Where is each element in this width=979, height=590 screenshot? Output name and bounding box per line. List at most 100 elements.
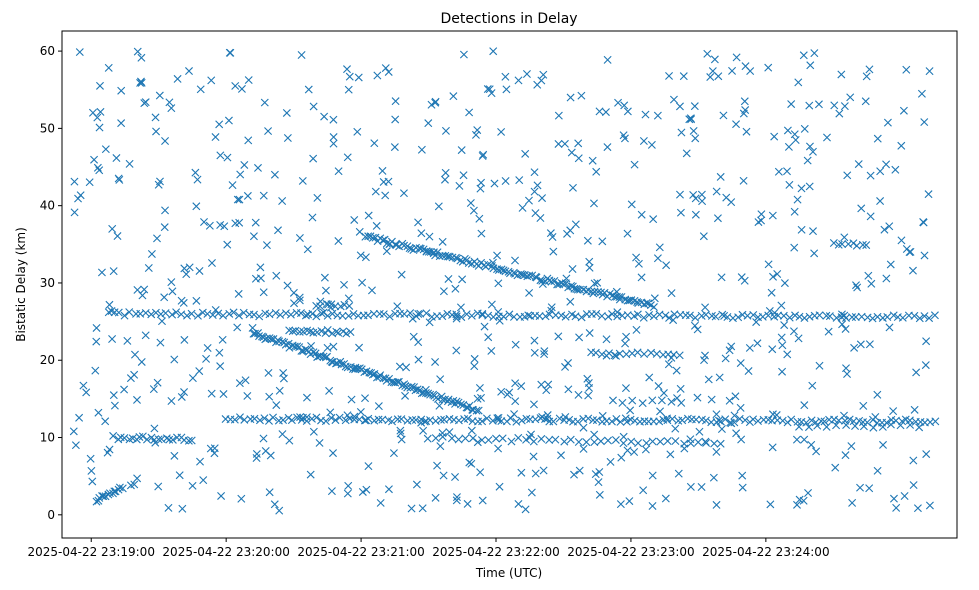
detection-point	[579, 444, 588, 453]
detection-point	[522, 69, 531, 78]
detection-point	[575, 333, 584, 342]
detection-point	[465, 401, 474, 410]
detection-point	[583, 374, 592, 383]
detection-point	[641, 110, 650, 119]
detection-point	[739, 176, 748, 185]
detection-point	[188, 374, 197, 383]
detection-point	[206, 444, 215, 453]
plot-area-frame	[61, 30, 958, 539]
detection-point	[732, 120, 741, 129]
detection-point	[167, 397, 176, 405]
detection-point	[686, 435, 695, 444]
detection-point	[334, 237, 343, 246]
detection-point	[847, 442, 856, 451]
x-tick-label: 2025-04-22 23:22:00	[432, 545, 559, 559]
detection-point	[421, 388, 430, 397]
detection-point	[921, 361, 930, 370]
detection-point	[602, 351, 611, 360]
detection-point	[459, 50, 468, 59]
detection-point	[296, 413, 305, 422]
detection-point	[457, 313, 466, 322]
detection-point	[191, 168, 200, 177]
detection-point	[538, 276, 547, 285]
detection-point	[255, 312, 264, 321]
detection-point	[857, 204, 866, 213]
detection-point	[919, 218, 928, 226]
detection-point	[859, 422, 868, 431]
detection-point	[431, 357, 440, 366]
detection-point	[630, 448, 639, 456]
detection-point	[693, 325, 702, 334]
detection-point	[533, 181, 542, 190]
detection-point	[369, 309, 378, 318]
detection-point	[663, 416, 672, 425]
detection-point	[616, 500, 625, 509]
detection-point	[452, 397, 461, 406]
detection-point	[425, 318, 434, 327]
detection-point	[391, 97, 400, 106]
detection-point	[438, 395, 447, 404]
detection-point	[138, 291, 147, 300]
detection-point	[252, 449, 261, 458]
detection-point	[589, 199, 598, 208]
detection-point	[757, 216, 766, 225]
detection-point	[214, 309, 223, 318]
detection-point	[289, 288, 298, 297]
detection-point	[785, 180, 794, 189]
detection-point	[319, 352, 328, 361]
detection-point	[910, 405, 919, 414]
detection-point	[96, 81, 104, 90]
detection-point	[350, 412, 359, 421]
detection-point	[69, 427, 78, 436]
detection-point	[630, 296, 639, 305]
detection-point	[466, 198, 475, 207]
detection-point	[487, 346, 496, 355]
detection-point	[777, 333, 786, 342]
detection-point	[475, 214, 484, 223]
detection-point	[822, 311, 831, 320]
detection-point	[244, 76, 253, 85]
detection-point	[525, 288, 534, 297]
detection-point	[848, 313, 857, 322]
detection-point	[217, 491, 226, 500]
detection-point	[211, 133, 220, 142]
detection-point	[793, 417, 802, 426]
detection-point	[162, 434, 171, 443]
detection-point	[347, 395, 356, 404]
detection-point	[560, 139, 569, 148]
detection-point	[355, 227, 364, 236]
detection-point	[474, 406, 483, 415]
detection-point	[810, 249, 819, 258]
detection-point	[691, 313, 700, 322]
detection-point	[272, 271, 281, 280]
detection-point	[168, 287, 177, 296]
detection-point	[195, 367, 204, 376]
detection-point	[597, 311, 606, 320]
detection-point	[251, 274, 260, 283]
detection-point	[445, 428, 454, 437]
detection-point	[703, 49, 712, 58]
detection-point	[151, 438, 160, 447]
detection-point	[627, 296, 636, 305]
detection-point	[865, 484, 874, 493]
detection-point	[579, 423, 588, 432]
detection-point	[764, 260, 773, 269]
detection-point	[120, 433, 129, 442]
detection-point	[725, 396, 734, 405]
detection-point	[768, 345, 777, 354]
detection-point	[804, 488, 813, 497]
detection-point	[501, 177, 510, 185]
detection-point	[480, 322, 489, 331]
detection-point	[557, 451, 565, 460]
detection-point	[440, 175, 449, 184]
detection-point	[667, 353, 676, 362]
detection-point	[547, 277, 556, 286]
detection-point	[234, 311, 243, 320]
detection-point	[802, 418, 811, 427]
detection-point	[864, 271, 873, 280]
detection-point	[367, 286, 376, 295]
detection-point	[371, 187, 380, 196]
detection-point	[165, 435, 174, 444]
detection-point	[560, 437, 569, 446]
detection-point	[331, 416, 340, 425]
